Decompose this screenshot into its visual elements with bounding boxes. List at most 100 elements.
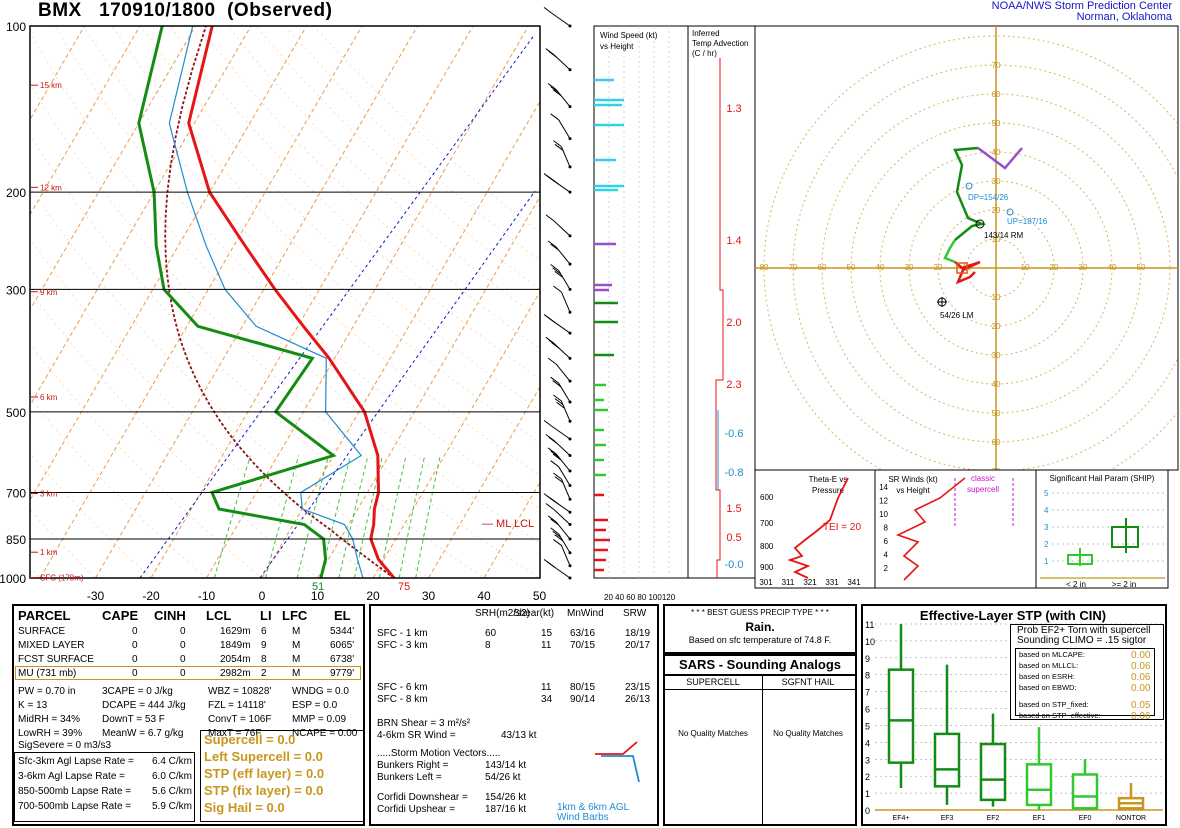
hodograph-plot-area: 80 70 60 50 40 30 20 10 10 20 30 40 5010102020303040… (755, 26, 1178, 470)
parcel-cell: 1629m (220, 626, 251, 637)
wind-speed-panel: Wind Speed (kt) vs Height 20 40 60 80 1001… (593, 25, 689, 600)
ship-box-small (1067, 554, 1093, 565)
parcel-cell: 5344' (330, 626, 355, 637)
hodograph-x-tick: 80 (760, 263, 769, 272)
hodograph-chart: 80 70 60 50 40 30 20 10 10 20 30 40 5010102020303040… (754, 25, 1179, 471)
temp-adv-title: Inferred (692, 29, 720, 38)
stp-category-label: EF4+ (893, 815, 910, 822)
kinematic-cell: 80/15 (570, 682, 596, 693)
height-label: 12 km (40, 183, 62, 192)
composite-param: STP (eff layer) = 0.0 (204, 766, 325, 781)
wind-barb-dot (568, 419, 572, 423)
wind-barb-dot (568, 379, 572, 383)
stp-category-label: EF3 (941, 815, 954, 822)
isotherm-line (0, 26, 29, 590)
temperature-tick-label: 0 (259, 589, 266, 600)
ship-x-label: < 2 in (1066, 580, 1086, 589)
org-line-2: Norman, Oklahoma (1076, 11, 1172, 23)
mixing-ratio-line (296, 455, 330, 578)
wind-barb-flag (550, 376, 559, 384)
storm-motion-value: 54/26 kt (485, 772, 521, 783)
parcel-header: LCL (206, 608, 232, 623)
wind-barb-dot (568, 331, 572, 335)
hodograph-ring-label: 10 (992, 235, 1001, 244)
dry-adiabat (30, 134, 485, 578)
wind-barb-dot (568, 105, 572, 109)
isotherm-line (30, 26, 252, 406)
wind-barb-dot (568, 190, 572, 194)
parcel-header: LI (260, 608, 272, 623)
sfc-temp-label: 75 (398, 581, 410, 593)
mixing-ratio-line (415, 455, 441, 578)
sars-match2: No Quality Matches (773, 729, 843, 738)
sr-winds-panel: SR Winds (kt) vs Height classic supercell 14… (874, 469, 1037, 589)
dry-adiabat (30, 238, 374, 578)
parcel-header: EL (334, 608, 351, 623)
parcel-header: PARCEL (18, 608, 71, 623)
hodo-trace-0-1km (954, 260, 981, 285)
theta-e-x-tick: 321 (803, 578, 817, 587)
wind-barb-flag (553, 472, 562, 480)
wind-barb-dot (568, 165, 572, 169)
precip-panel (663, 604, 857, 654)
stp-box (1025, 763, 1053, 807)
legend-barb-blue (601, 755, 640, 783)
height-label: 1 km (40, 548, 58, 557)
moist-adiabat-reference (259, 190, 536, 578)
wind-barb-flag (553, 394, 562, 402)
parcel-cell: 6065' (330, 640, 355, 651)
kinematic-cell: 15 (541, 628, 553, 639)
wind-barb-flag (554, 476, 564, 484)
parcel-cell: 0 (180, 626, 186, 637)
isotherm-line (30, 26, 141, 216)
wind-barb-dot (568, 234, 572, 238)
moist-adiabat-reference (139, 33, 536, 578)
isotherm-line (205, 26, 529, 578)
wind-barb-staff (551, 12, 571, 27)
ship-y-tick: 3 (1044, 523, 1049, 532)
wind-barb-flag (554, 534, 564, 542)
isotherm-line (372, 290, 540, 578)
stp-prob-value: 0.06 (1131, 661, 1151, 672)
theta-e-title: Theta-E vs (809, 475, 848, 484)
parcel-cell: 2982m (220, 668, 251, 679)
hodograph-ring-label: 70 (992, 61, 1001, 70)
temp-adv-title: (C / hr) (692, 49, 717, 58)
temperature-tick-label: 30 (422, 589, 436, 600)
dry-adiabat (30, 343, 263, 578)
lapse-rate-label: Sfc-3km Agl Lapse Rate = (18, 756, 134, 767)
theta-e-y-tick: 700 (760, 519, 774, 528)
stp-prob-value: 0.06 (1131, 711, 1151, 722)
page-title: BMX 170910/1800 (Observed) (38, 0, 332, 22)
wind-barb-dot (568, 437, 572, 441)
wind-barb-flag (550, 450, 559, 458)
sr-wind-y-tick: 4 (884, 551, 889, 560)
hodo-dp-marker (965, 182, 973, 190)
hodo-up-marker (1006, 208, 1014, 216)
wind-barb-flag (550, 264, 559, 271)
hodo-rm-label: 143/14 RM (984, 231, 1023, 240)
temp-adv-value: -0.0 (725, 559, 744, 571)
ship-panel: Significant Hail Param (SHIP)5 4 3 2 1 < 2 in… (1035, 469, 1169, 589)
parcel-cell: 0 (180, 654, 186, 665)
mu-row-highlight (15, 666, 361, 680)
wind-barb-dot (568, 287, 572, 291)
wind-barb-flag (552, 453, 562, 461)
stp-y-tick: 8 (865, 671, 870, 681)
wind-barb-dot (568, 523, 572, 527)
hodo-mean-wind-box (956, 262, 968, 274)
wind-barb-flag (554, 398, 564, 406)
kinematic-cell: 34 (541, 694, 553, 705)
temperature-profile (187, 26, 396, 578)
parcel-cell: 1849m (220, 640, 251, 651)
hodograph-x-tick: 30 (905, 263, 914, 272)
parcel-stat: ConvT = 106F (208, 714, 272, 725)
mixing-ratio-line (398, 455, 426, 578)
parcel-stat: WBZ = 10828' (208, 686, 272, 697)
stp-y-tick: 9 (865, 654, 870, 664)
stp-box (933, 732, 961, 788)
sars-match1: No Quality Matches (678, 729, 748, 738)
lapse-rate-box (14, 752, 195, 822)
wind-barb-flag (553, 285, 562, 293)
stp-prob-value: 0.05 (1131, 700, 1151, 711)
